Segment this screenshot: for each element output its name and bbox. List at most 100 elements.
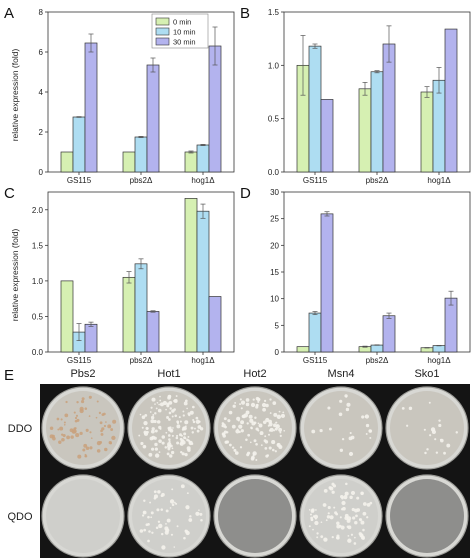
colony	[341, 496, 344, 500]
colony	[327, 512, 330, 515]
colony	[85, 428, 89, 432]
colony	[271, 448, 275, 452]
colony	[369, 501, 373, 505]
colony	[250, 427, 253, 430]
colony	[278, 427, 283, 432]
category-label: hog1Δ	[191, 176, 215, 185]
colony	[354, 536, 356, 539]
colony	[338, 412, 343, 417]
colony	[365, 423, 370, 428]
bar	[370, 344, 384, 353]
charts-layer: 0 2 4 6 8 GS115 pbs2Δ hog1Δ 0.0 0.5 1.0 1.5 GS115 pbs…	[32, 8, 471, 365]
colony	[240, 420, 245, 425]
colony	[440, 438, 444, 443]
colony	[73, 411, 76, 414]
bar	[208, 296, 222, 353]
colony	[320, 521, 323, 524]
y-axis-label-a: relative expression (fold)	[10, 49, 20, 142]
bar	[196, 210, 210, 353]
colony	[255, 403, 259, 407]
colony	[157, 408, 162, 413]
colony	[63, 421, 66, 424]
colony	[103, 424, 107, 428]
colony	[446, 443, 451, 448]
colony	[360, 491, 364, 496]
colony	[169, 499, 175, 504]
colony	[344, 491, 349, 496]
colony	[151, 427, 155, 431]
colony	[161, 441, 165, 445]
colony	[166, 416, 169, 419]
colony	[168, 438, 171, 441]
bar	[382, 43, 396, 173]
colony	[359, 518, 363, 522]
y-tick-label: 4	[39, 88, 44, 97]
panel-letter-d: D	[240, 185, 251, 202]
colony	[345, 395, 348, 398]
bar	[432, 345, 446, 353]
y-tick-label: 0	[275, 348, 280, 357]
colony	[186, 492, 189, 495]
colony	[350, 490, 356, 496]
colony	[109, 442, 113, 445]
colony	[361, 415, 365, 419]
colony	[165, 523, 167, 525]
dish-agar	[390, 391, 464, 465]
y-tick-label: 10	[270, 295, 279, 304]
colony	[271, 440, 276, 445]
colony	[155, 526, 159, 530]
colony	[314, 520, 319, 526]
colony	[194, 427, 196, 430]
colony	[80, 400, 85, 404]
colony	[361, 536, 365, 540]
colony	[153, 490, 157, 494]
colony	[169, 507, 172, 509]
colony	[187, 412, 191, 416]
colony	[263, 439, 267, 443]
colony	[368, 429, 373, 433]
colony	[338, 524, 342, 528]
colony	[350, 533, 354, 536]
category-label: pbs2Δ	[130, 356, 153, 365]
colony	[139, 529, 144, 533]
colony	[96, 449, 101, 453]
y-tick-label: 8	[39, 8, 44, 17]
colony	[192, 405, 195, 409]
colony	[85, 446, 90, 450]
colony	[157, 490, 161, 494]
colony	[331, 490, 335, 494]
colony	[335, 512, 339, 516]
colony	[169, 407, 172, 410]
colony	[143, 499, 146, 502]
bar	[122, 151, 136, 173]
colony	[180, 484, 185, 489]
category-label: hog1Δ	[427, 176, 451, 185]
colony	[182, 410, 185, 413]
colony	[312, 528, 314, 531]
colony	[369, 436, 372, 439]
colony	[154, 442, 158, 447]
colony	[224, 440, 228, 444]
colony	[104, 447, 108, 452]
colony	[158, 403, 160, 406]
colony	[283, 429, 286, 432]
colony	[175, 436, 179, 440]
colony	[269, 412, 272, 414]
colony	[231, 424, 236, 429]
colony	[429, 434, 432, 437]
colony	[139, 413, 142, 416]
colony	[273, 429, 276, 432]
colony	[329, 515, 334, 520]
colony	[190, 426, 194, 430]
colony	[171, 447, 174, 450]
colony	[443, 451, 446, 455]
colony	[240, 400, 246, 405]
dish-agar	[46, 391, 120, 465]
colony	[339, 399, 343, 403]
colony	[349, 431, 352, 435]
colony	[70, 435, 74, 439]
colony	[272, 401, 277, 405]
colony	[179, 420, 182, 423]
bar	[84, 42, 98, 173]
colony	[185, 505, 190, 510]
